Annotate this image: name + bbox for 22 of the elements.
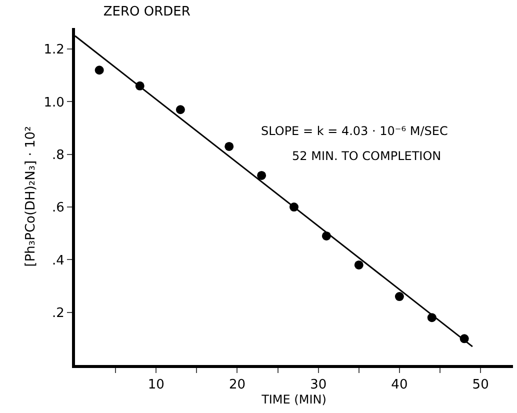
x-tick-label: 50	[472, 378, 489, 393]
y-tick-label: .2	[52, 306, 64, 321]
point	[224, 142, 234, 151]
y-axis-title: [Ph₃PCo(DH)₂N₃] · 10²	[24, 126, 39, 267]
y-tick-label: .8	[52, 148, 64, 163]
point	[257, 170, 266, 180]
point	[176, 105, 185, 114]
x-tick-label: 30	[310, 378, 327, 393]
x-tick-label: 10	[148, 378, 164, 393]
point	[94, 66, 104, 75]
chart-title: ZERO ORDER	[103, 4, 190, 20]
x-tick-label: 20	[228, 378, 246, 393]
y-tick-label: 1.2	[44, 42, 64, 58]
x-axis-title: TIME (MIN)	[260, 392, 326, 407]
y-tick-label: 1.0	[44, 95, 64, 110]
y-tick-label: .6	[52, 200, 64, 216]
point	[354, 260, 364, 270]
annotation: SLOPE = k = 4.03 · 10⁻⁶ M/SEC	[261, 124, 448, 138]
annotation: 52 MIN. TO COMPLETION	[292, 149, 442, 163]
point	[394, 292, 404, 302]
x-tick-label: 40	[391, 378, 408, 393]
y-tick-label: .4	[52, 253, 64, 268]
